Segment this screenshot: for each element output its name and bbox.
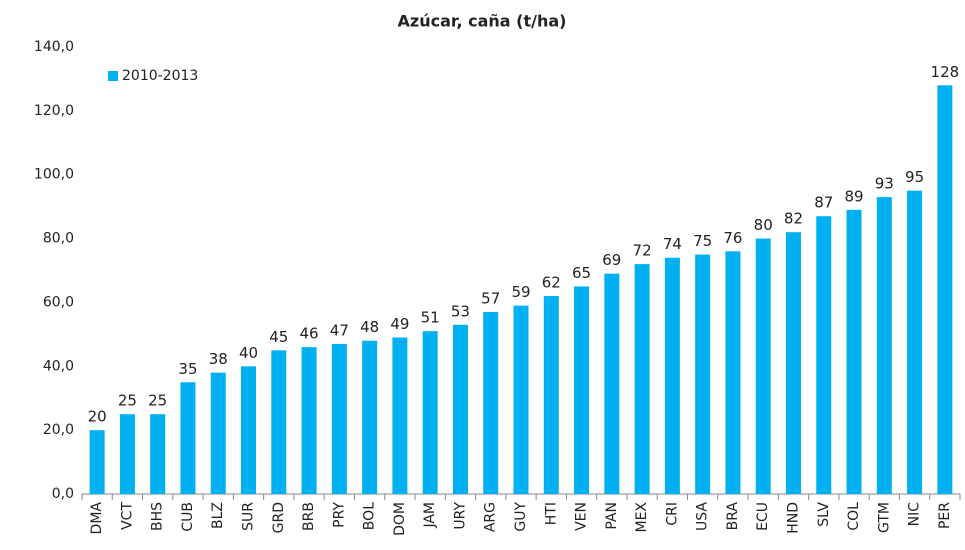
x-tick-label: JAM: [422, 502, 438, 529]
data-label: 57: [481, 290, 500, 308]
x-tick-label: CRI: [664, 502, 680, 526]
data-label: 89: [844, 187, 863, 205]
x-tick-label: BRA: [725, 502, 741, 531]
x-tick-label: BOL: [362, 502, 378, 530]
x-tick-label: SUR: [241, 502, 257, 531]
data-label: 53: [451, 302, 470, 320]
x-tick-label: CUB: [180, 502, 196, 532]
x-tick-label: DOM: [392, 502, 408, 536]
x-tick-label: HTI: [543, 502, 559, 525]
bar: [876, 197, 892, 495]
data-label: 65: [572, 264, 591, 282]
data-label: 35: [178, 360, 197, 378]
data-label: 40: [239, 344, 258, 362]
data-label: 46: [300, 325, 319, 343]
y-tick-label: 40,0: [43, 358, 74, 374]
legend-swatch: [108, 71, 118, 81]
bar: [150, 414, 166, 494]
data-label: 76: [723, 229, 742, 247]
x-tick-label: COL: [846, 502, 862, 531]
data-label: 51: [421, 309, 440, 327]
bar: [543, 296, 559, 494]
data-label: 62: [542, 274, 561, 292]
x-tick-label: DMA: [89, 502, 105, 535]
y-tick-label: 140,0: [34, 39, 74, 55]
data-label: 82: [784, 210, 803, 228]
y-tick-label: 120,0: [34, 103, 74, 119]
x-tick-label: HND: [785, 502, 801, 534]
x-tick-label: PRY: [331, 502, 347, 528]
data-label: 48: [360, 318, 379, 336]
bar: [180, 382, 196, 494]
x-tick-label: SLV: [816, 502, 832, 527]
bar: [241, 366, 257, 494]
bar: [513, 305, 529, 494]
x-tick-label: BLZ: [210, 502, 226, 529]
bar: [574, 286, 590, 494]
x-tick-label: GUY: [513, 502, 529, 532]
data-label: 25: [118, 392, 137, 410]
bar: [907, 190, 923, 494]
x-tick-label: BHS: [150, 502, 166, 531]
y-tick-label: 60,0: [43, 294, 74, 310]
data-label: 80: [754, 216, 773, 234]
data-label: 59: [511, 283, 530, 301]
data-label: 87: [814, 194, 833, 212]
data-label: 93: [875, 175, 894, 193]
bar: [331, 343, 347, 494]
x-tick-label: GTM: [876, 502, 892, 533]
bar: [937, 85, 953, 495]
x-tick-label: USA: [695, 502, 711, 531]
bar: [271, 350, 287, 494]
y-tick-label: 100,0: [34, 167, 74, 183]
x-tick-label: PAN: [604, 502, 620, 530]
bar: [695, 254, 711, 494]
x-tick-label: PER: [937, 502, 953, 529]
data-label: 20: [88, 408, 107, 426]
data-label: 69: [602, 251, 621, 269]
data-label: 75: [693, 232, 712, 250]
bar: [816, 216, 832, 494]
bar: [664, 257, 680, 494]
bar: [785, 232, 801, 494]
data-label: 45: [269, 328, 288, 346]
x-tick-label: ARG: [483, 502, 499, 532]
x-tick-label: URY: [452, 502, 468, 530]
y-tick-label: 20,0: [43, 422, 74, 438]
y-tick-label: 80,0: [43, 231, 74, 247]
chart-title: Azúcar, caña (t/ha): [398, 12, 567, 31]
bar: [119, 414, 135, 494]
bar: [422, 331, 438, 494]
bar: [362, 340, 378, 494]
bar: [725, 251, 741, 494]
bar: [846, 209, 862, 495]
bar: [301, 347, 317, 494]
bar: [604, 273, 620, 494]
data-label: 47: [330, 321, 349, 339]
legend-label: 2010-2013: [122, 68, 198, 84]
data-label: 74: [663, 235, 682, 253]
data-label: 25: [148, 392, 167, 410]
data-label: 72: [633, 242, 652, 260]
bar: [755, 238, 771, 494]
data-label: 95: [905, 168, 924, 186]
bar: [634, 264, 650, 494]
data-label: 49: [390, 315, 409, 333]
x-tick-label: NIC: [907, 502, 923, 527]
bar: [89, 430, 105, 494]
bar: [452, 324, 468, 494]
bar: [392, 337, 408, 494]
x-tick-label: VCT: [119, 502, 135, 530]
bar: [483, 312, 499, 494]
x-tick-label: BRB: [301, 502, 317, 531]
x-tick-label: MEX: [634, 502, 650, 533]
x-tick-label: VEN: [574, 502, 590, 531]
data-label: 38: [209, 350, 228, 368]
y-tick-label: 0,0: [52, 486, 74, 502]
x-tick-label: GRD: [271, 502, 287, 533]
bar: [210, 372, 226, 494]
data-label: 128: [931, 63, 960, 81]
x-tick-label: ECU: [755, 502, 771, 531]
